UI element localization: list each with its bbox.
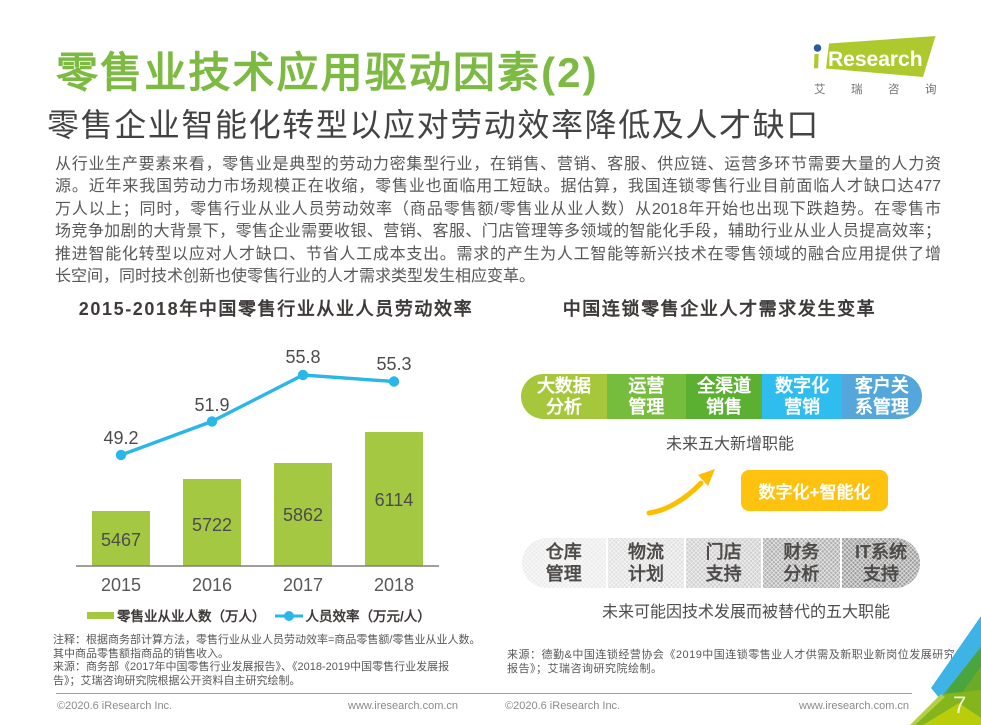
svg-text:2018: 2018 xyxy=(374,575,414,595)
svg-text:5722: 5722 xyxy=(192,515,232,535)
svg-text:7: 7 xyxy=(953,692,966,719)
svg-text:2017: 2017 xyxy=(283,575,323,595)
svg-text:55.8: 55.8 xyxy=(285,347,320,367)
svg-text:Research: Research xyxy=(828,48,923,71)
svg-text:艾瑞咨询: 艾瑞咨询 xyxy=(814,82,948,96)
svg-text:49.2: 49.2 xyxy=(103,428,138,448)
svg-text:2015: 2015 xyxy=(101,575,141,595)
svg-text:55.3: 55.3 xyxy=(376,354,411,374)
svg-text:6114: 6114 xyxy=(375,490,414,510)
svg-text:2016: 2016 xyxy=(192,575,232,595)
svg-text:5862: 5862 xyxy=(283,505,323,525)
svg-text:51.9: 51.9 xyxy=(194,395,229,415)
svg-text:5467: 5467 xyxy=(101,530,141,550)
